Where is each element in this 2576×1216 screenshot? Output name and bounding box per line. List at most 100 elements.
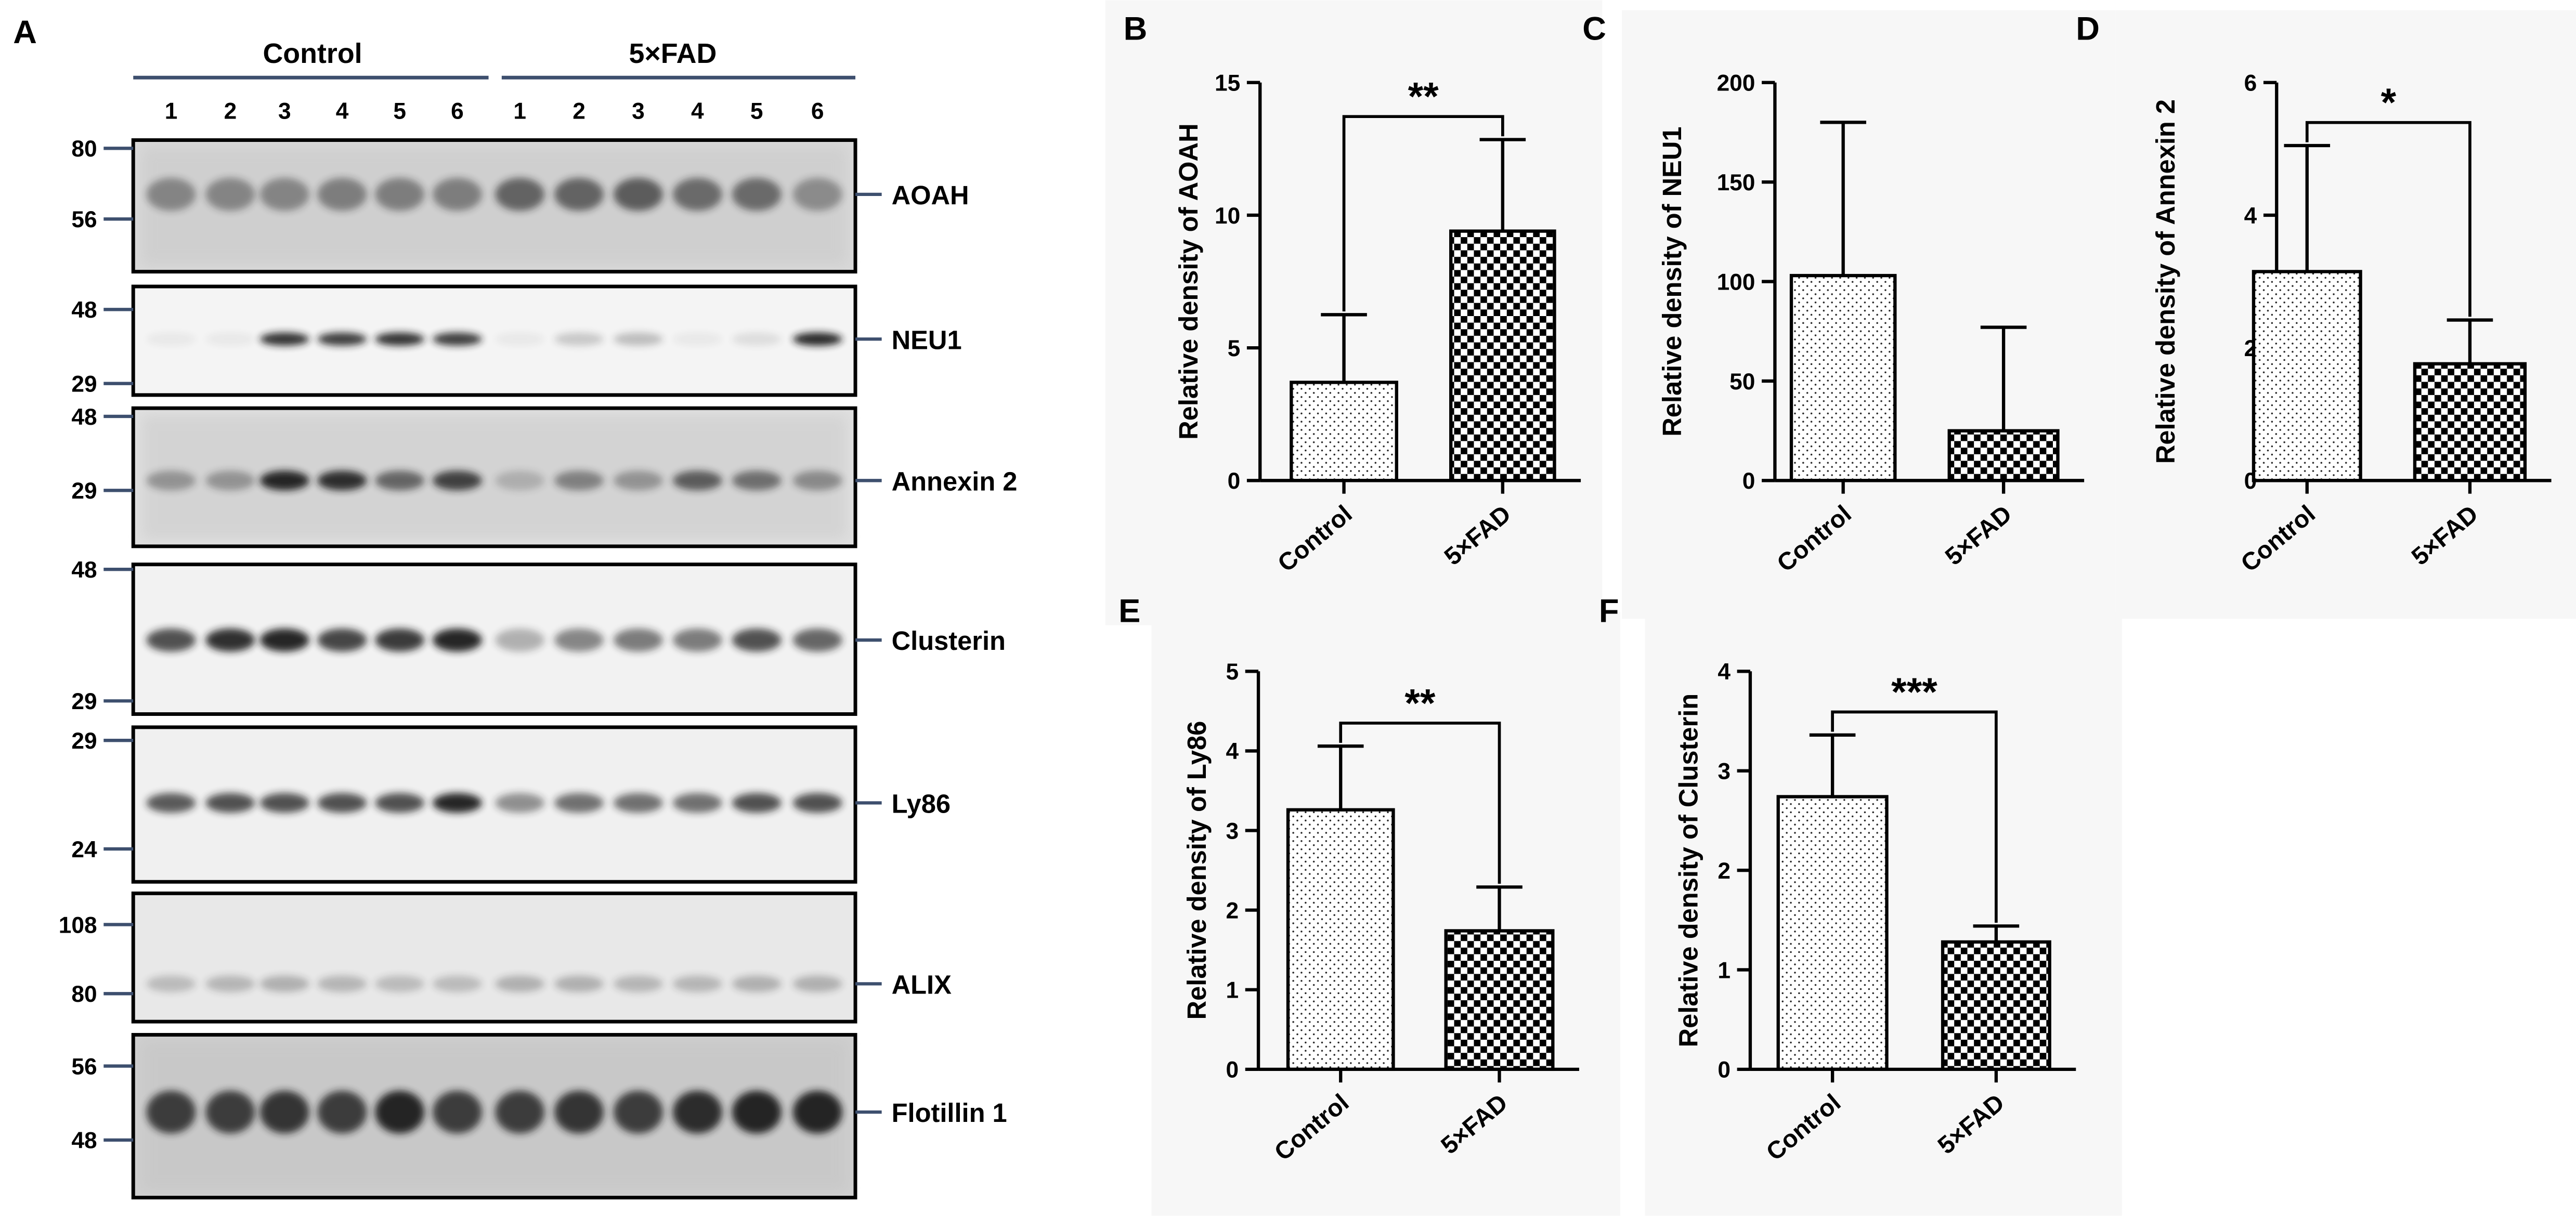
protein-band: [495, 629, 545, 652]
protein-band: [205, 793, 255, 813]
protein-band: [146, 975, 196, 992]
mw-marker-label: 29: [71, 478, 97, 504]
protein-band: [317, 629, 367, 652]
protein-band: [613, 629, 663, 652]
blot-strip: 80 56 AOAH: [71, 136, 969, 274]
protein-band: [792, 332, 842, 346]
protein-band: [146, 332, 196, 346]
panel-label-d: D: [2076, 11, 2100, 47]
blot-haze: [141, 1041, 848, 1191]
blot-haze: [141, 147, 848, 265]
protein-band: [672, 178, 722, 211]
y-tick-label: 1: [1718, 958, 1731, 983]
protein-label: Annexin 2: [892, 466, 1018, 496]
protein-band: [432, 1090, 482, 1134]
protein-band: [613, 793, 663, 813]
blot-frame: [131, 406, 857, 548]
protein-band: [205, 975, 255, 992]
protein-band: [317, 975, 367, 992]
y-tick-label: 100: [1717, 269, 1755, 295]
protein-band: [205, 1090, 255, 1134]
y-tick-label: 200: [1717, 71, 1755, 96]
mw-marker-label: 80: [71, 136, 97, 162]
mw-marker-label: 29: [71, 728, 97, 754]
lane-label: 2: [573, 98, 586, 124]
protein-band: [495, 332, 545, 346]
bar-control: [1290, 381, 1398, 482]
blot-haze: [141, 414, 848, 540]
lane-label: 1: [513, 98, 526, 124]
protein-band: [792, 793, 842, 813]
protein-band: [792, 470, 842, 491]
blot-frame: [131, 891, 857, 1024]
protein-band: [432, 332, 482, 346]
protein-band: [613, 975, 663, 992]
protein-band: [732, 975, 782, 992]
protein-band: [205, 629, 255, 652]
protein-band: [672, 470, 722, 491]
mw-marker-label: 48: [71, 297, 97, 323]
protein-band: [317, 470, 367, 491]
significance-bracket: [1342, 115, 1504, 312]
y-tick-label: 5: [1228, 336, 1241, 361]
significance-label: *: [2381, 81, 2397, 125]
protein-label: Ly86: [892, 789, 951, 818]
significance-bracket: [2305, 121, 2471, 317]
y-tick-label: 50: [1729, 369, 1755, 395]
protein-band: [495, 975, 545, 992]
mw-marker-label: 24: [71, 837, 97, 862]
significance-label: ***: [1891, 670, 1937, 714]
protein-band: [259, 178, 309, 211]
mw-marker-label: 48: [71, 557, 97, 583]
lane-label: 6: [451, 98, 464, 124]
protein-band: [672, 1090, 722, 1134]
y-tick-label: 0: [1228, 468, 1241, 494]
significance-label: **: [1408, 75, 1439, 119]
panel-label-b: B: [1124, 11, 1148, 47]
protein-band: [672, 975, 722, 992]
protein-band: [259, 793, 309, 813]
y-tick-label: 4: [1226, 739, 1239, 764]
bar-5xfad: [1941, 940, 2051, 1071]
lane-label: 6: [811, 98, 824, 124]
mw-marker-label: 29: [71, 689, 97, 714]
mw-marker-label: 80: [71, 982, 97, 1007]
protein-band: [732, 470, 782, 491]
bar-control: [1789, 273, 1897, 482]
y-tick-label: 0: [1742, 468, 1755, 494]
protein-band: [432, 470, 482, 491]
lane-label: 3: [632, 98, 645, 124]
protein-band: [495, 1090, 545, 1134]
y-tick-label: 4: [2244, 203, 2257, 229]
y-tick-label: 0: [1226, 1057, 1239, 1083]
y-tick-label: 150: [1717, 170, 1755, 195]
blot-strip: 48 29 Annexin 2: [71, 404, 1018, 548]
y-tick-label: 6: [2244, 71, 2257, 96]
protein-band: [375, 975, 425, 992]
protein-label: Flotillin 1: [892, 1098, 1007, 1128]
bar-control: [2252, 270, 2362, 482]
mw-marker-label: 56: [71, 1054, 97, 1079]
lane-label: 2: [224, 98, 237, 124]
mw-marker-label: 48: [71, 404, 97, 430]
protein-band: [554, 629, 604, 652]
protein-band: [146, 1090, 196, 1134]
protein-band: [205, 332, 255, 346]
protein-band: [259, 629, 309, 652]
y-axis-title: Relative density of Clusterin: [1674, 694, 1703, 1048]
protein-band: [317, 332, 367, 346]
protein-band: [792, 178, 842, 211]
bar-5xfad: [2413, 362, 2527, 482]
blot-frame: [131, 1032, 857, 1200]
panel-label-a: A: [13, 14, 37, 50]
protein-band: [317, 178, 367, 211]
blot-strip: 48 29 Clusterin: [71, 557, 1006, 716]
protein-band: [146, 629, 196, 652]
bar-5xfad: [1947, 429, 2060, 482]
lane-label: 4: [336, 98, 349, 124]
